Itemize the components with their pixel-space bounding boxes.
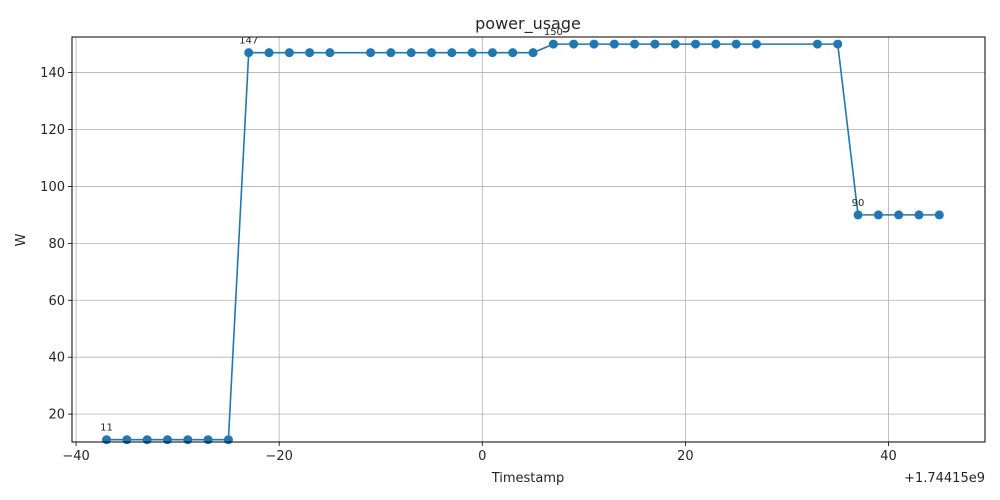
data-point bbox=[142, 435, 152, 445]
chart-title: power_usage bbox=[475, 14, 581, 34]
data-point bbox=[447, 48, 457, 58]
data-point bbox=[873, 210, 883, 220]
data-point bbox=[650, 39, 660, 49]
data-point bbox=[812, 39, 822, 49]
y-axis-label: W bbox=[14, 233, 29, 246]
y-tick-label: 40 bbox=[48, 351, 65, 366]
x-tick-label: 40 bbox=[880, 449, 897, 464]
y-tick-label: 60 bbox=[48, 294, 65, 309]
data-point bbox=[508, 48, 518, 58]
point-annotation: 11 bbox=[100, 423, 113, 434]
data-point bbox=[183, 435, 193, 445]
data-point bbox=[162, 435, 172, 445]
data-point bbox=[406, 48, 416, 58]
x-tick-label: 0 bbox=[478, 449, 486, 464]
axis-ticks: −40 −20 0 20 40 20 40 60 80 100 120 140 bbox=[40, 66, 897, 464]
data-point bbox=[467, 48, 477, 58]
data-point bbox=[691, 39, 701, 49]
data-point bbox=[284, 48, 294, 58]
data-point bbox=[711, 39, 721, 49]
data-point bbox=[751, 39, 761, 49]
point-annotations: 11 147 150 90 bbox=[100, 27, 864, 434]
data-point bbox=[934, 210, 944, 220]
y-tick-label: 20 bbox=[48, 408, 65, 423]
data-point bbox=[630, 39, 640, 49]
grid-lines bbox=[72, 37, 985, 442]
x-tick-label: 20 bbox=[677, 449, 694, 464]
point-annotation: 147 bbox=[239, 36, 258, 47]
x-tick-label: −40 bbox=[62, 449, 89, 464]
x-tick-label: −20 bbox=[265, 449, 292, 464]
y-tick-label: 80 bbox=[48, 237, 65, 252]
data-point bbox=[589, 39, 599, 49]
data-point bbox=[427, 48, 437, 58]
data-point bbox=[528, 48, 538, 58]
data-point bbox=[833, 39, 843, 49]
y-tick-label: 120 bbox=[40, 123, 65, 138]
data-point bbox=[670, 39, 680, 49]
data-point bbox=[325, 48, 335, 58]
x-axis-label: Timestamp bbox=[491, 471, 565, 486]
point-annotation: 90 bbox=[852, 198, 865, 209]
point-annotation: 150 bbox=[544, 27, 563, 38]
data-point bbox=[244, 48, 254, 58]
data-point bbox=[731, 39, 741, 49]
plot-frame bbox=[71, 36, 986, 443]
data-point bbox=[102, 435, 112, 445]
data-point bbox=[223, 435, 233, 445]
data-point bbox=[386, 48, 396, 58]
data-point bbox=[305, 48, 315, 58]
data-point bbox=[203, 435, 213, 445]
x-offset-label: +1.74415e9 bbox=[904, 471, 985, 486]
data-point bbox=[914, 210, 924, 220]
data-point bbox=[487, 48, 497, 58]
y-tick-label: 140 bbox=[40, 66, 65, 81]
data-point bbox=[894, 210, 904, 220]
data-point bbox=[609, 39, 619, 49]
y-tick-label: 100 bbox=[40, 180, 65, 195]
data-point bbox=[548, 39, 558, 49]
data-point bbox=[569, 39, 579, 49]
data-point bbox=[366, 48, 376, 58]
data-point bbox=[122, 435, 132, 445]
data-point bbox=[853, 210, 863, 220]
data-point bbox=[264, 48, 274, 58]
